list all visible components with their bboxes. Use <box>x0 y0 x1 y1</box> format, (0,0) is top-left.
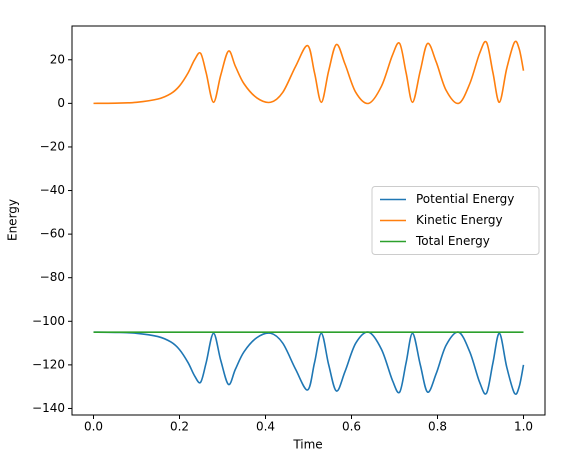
y-tick-label: −60 <box>40 227 65 241</box>
y-tick-label: −120 <box>32 357 65 371</box>
y-tick-label: 0 <box>57 96 65 110</box>
y-tick-label: −40 <box>40 183 65 197</box>
legend-box <box>371 186 540 255</box>
line-series <box>93 40 525 105</box>
y-tick-label: −20 <box>40 139 65 153</box>
legend-label: Potential Energy <box>416 192 514 206</box>
legend-label: Kinetic Energy <box>416 213 503 227</box>
y-tick-label: −80 <box>40 270 65 284</box>
axes-frame <box>71 25 546 416</box>
y-axis-label: Energy <box>6 199 20 241</box>
x-tick-label: 0.6 <box>342 420 361 434</box>
legend-label: Total Energy <box>415 234 490 248</box>
y-tick-label: 20 <box>50 52 65 66</box>
x-tick-label: 0.4 <box>256 420 275 434</box>
y-tick-label: −140 <box>32 401 65 415</box>
x-tick-label: 1.0 <box>514 420 533 434</box>
y-tick-label: −100 <box>32 314 65 328</box>
x-tick-label: 0.2 <box>170 420 189 434</box>
x-axis-label: Time <box>292 438 322 452</box>
x-tick-label: 0.0 <box>84 420 103 434</box>
x-tick-label: 0.8 <box>428 420 447 434</box>
line-series <box>93 331 525 396</box>
